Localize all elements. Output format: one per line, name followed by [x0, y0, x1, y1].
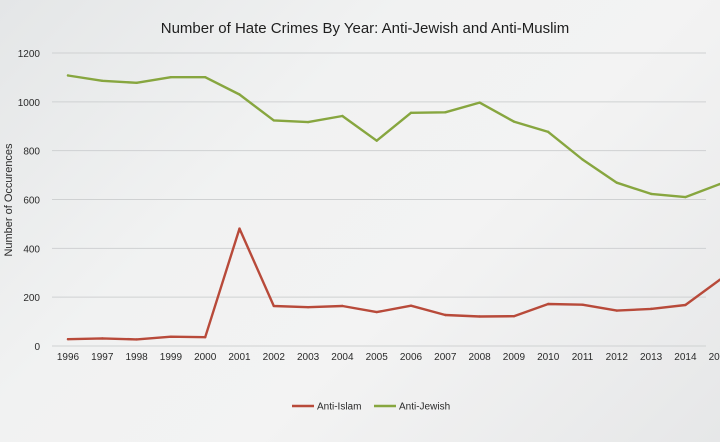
data-point [238, 227, 240, 229]
data-point [376, 311, 378, 313]
data-point [204, 336, 206, 338]
x-tick-label: 2015 [709, 352, 720, 363]
data-point [478, 101, 480, 103]
y-tick-label: 200 [23, 293, 40, 304]
x-tick-label: 2006 [400, 352, 423, 363]
x-tick-label: 2004 [331, 352, 354, 363]
x-tick-label: 2003 [297, 352, 320, 363]
y-tick-label: 1200 [18, 49, 41, 60]
data-point [238, 93, 240, 95]
data-point [204, 76, 206, 78]
y-tick-label: 600 [23, 196, 40, 207]
data-point [547, 303, 549, 305]
data-point [513, 315, 515, 317]
data-point [307, 306, 309, 308]
x-tick-label: 1998 [125, 352, 148, 363]
y-tick-label: 0 [34, 342, 40, 353]
data-point [513, 120, 515, 122]
data-point [478, 315, 480, 317]
data-point [547, 131, 549, 133]
data-point [616, 309, 618, 311]
x-tick-label: 2000 [194, 352, 217, 363]
x-tick-labels: 1996 1997 1998 1999 2000 2001 2002 2003 2004 2005… [57, 352, 720, 363]
data-point [170, 336, 172, 338]
x-tick-label: 2010 [537, 352, 560, 363]
legend: Anti-Islam Anti-Jewish [292, 402, 450, 413]
data-point [376, 139, 378, 141]
data-point [444, 111, 446, 113]
gridlines [52, 53, 706, 346]
legend-label: Anti-Jewish [399, 402, 450, 413]
data-point [307, 121, 309, 123]
x-tick-label: 2005 [366, 352, 389, 363]
legend-label: Anti-Islam [317, 402, 361, 413]
data-point [650, 193, 652, 195]
y-axis-label: Number of Occurences [3, 143, 15, 257]
data-point [341, 305, 343, 307]
x-tick-label: 2008 [468, 352, 491, 363]
y-tick-label: 1000 [18, 98, 41, 109]
y-tick-label: 400 [23, 244, 40, 255]
data-point [273, 119, 275, 121]
x-tick-label: 2011 [572, 352, 594, 363]
data-point [273, 305, 275, 307]
data-point [67, 338, 69, 340]
y-tick-labels: 0 200 400 600 800 1000 1200 [18, 49, 41, 353]
data-point [410, 305, 412, 307]
y-tick-label: 800 [23, 147, 40, 158]
x-tick-label: 2014 [674, 352, 697, 363]
x-tick-label: 1996 [57, 352, 80, 363]
data-point [616, 181, 618, 183]
data-point [135, 338, 137, 340]
x-tick-label: 2013 [640, 352, 663, 363]
data-point [650, 308, 652, 310]
chart-title: Number of Hate Crimes By Year: Anti-Jewi… [161, 20, 570, 37]
series-line-anti-islam [68, 229, 720, 340]
series-lines [67, 74, 720, 340]
x-tick-label: 2012 [606, 352, 629, 363]
x-tick-label: 2002 [263, 352, 286, 363]
x-tick-label: 2007 [434, 352, 457, 363]
data-point [444, 314, 446, 316]
series-line-anti-jewish [68, 76, 720, 198]
data-point [135, 82, 137, 84]
data-point [684, 304, 686, 306]
data-point [341, 115, 343, 117]
x-tick-label: 1999 [160, 352, 183, 363]
data-point [410, 112, 412, 114]
x-tick-label: 2009 [503, 352, 526, 363]
data-point [581, 158, 583, 160]
data-point [170, 76, 172, 78]
x-tick-label: 2001 [228, 352, 251, 363]
data-point [67, 74, 69, 76]
data-point [684, 196, 686, 198]
data-point [581, 304, 583, 306]
data-point [101, 337, 103, 339]
x-tick-label: 1997 [91, 352, 114, 363]
data-point [101, 80, 103, 82]
